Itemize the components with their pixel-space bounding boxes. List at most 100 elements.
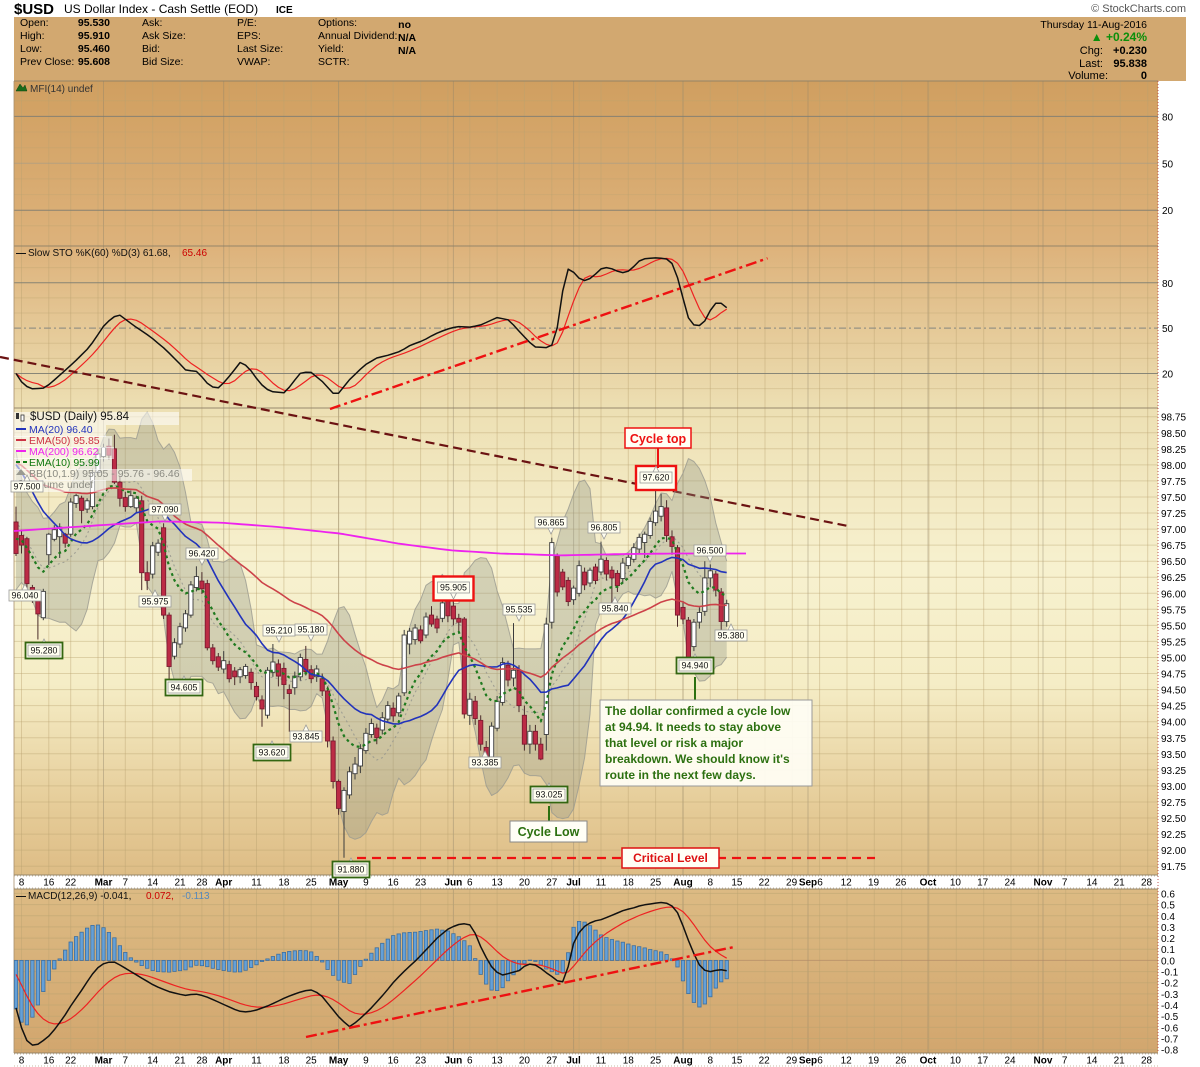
svg-text:Jun: Jun: [445, 878, 463, 889]
svg-text:High:: High:: [20, 30, 45, 42]
svg-text:—: —: [16, 891, 26, 902]
svg-text:16: 16: [43, 1056, 55, 1067]
svg-text:Mar: Mar: [95, 878, 113, 889]
svg-text:20: 20: [519, 1056, 531, 1067]
svg-text:93.00: 93.00: [1161, 782, 1186, 793]
svg-text:22: 22: [759, 878, 771, 889]
svg-text:Jun: Jun: [445, 1056, 463, 1067]
svg-text:Apr: Apr: [215, 878, 232, 889]
svg-text:28: 28: [1141, 878, 1153, 889]
svg-text:96.420: 96.420: [189, 549, 216, 559]
svg-text:-0.7: -0.7: [1161, 1035, 1179, 1046]
svg-text:94.25: 94.25: [1161, 702, 1186, 713]
svg-text:MACD(12,26,9) -0.041,: MACD(12,26,9) -0.041,: [28, 891, 131, 902]
svg-text:22: 22: [759, 1056, 771, 1067]
svg-text:VWAP:: VWAP:: [237, 56, 270, 68]
svg-text:N/A: N/A: [398, 45, 417, 57]
svg-text:96.50: 96.50: [1161, 557, 1186, 568]
svg-text:Thursday 11-Aug-2016: Thursday 11-Aug-2016: [1040, 19, 1147, 31]
svg-text:10: 10: [950, 1056, 962, 1067]
svg-text:SCTR:: SCTR:: [318, 56, 350, 68]
svg-text:20: 20: [1162, 206, 1174, 217]
svg-text:7: 7: [123, 878, 129, 889]
svg-text:—: —: [16, 248, 26, 259]
svg-text:-0.113: -0.113: [182, 891, 210, 902]
svg-text:Yield:: Yield:: [318, 43, 344, 55]
svg-text:0.1: 0.1: [1161, 945, 1175, 956]
svg-text:93.50: 93.50: [1161, 750, 1186, 761]
svg-text:96.040: 96.040: [12, 591, 39, 601]
svg-text:11: 11: [251, 1056, 262, 1067]
svg-text:Critical Level: Critical Level: [633, 851, 708, 865]
svg-text:95.00: 95.00: [1161, 654, 1186, 665]
svg-text:9: 9: [363, 878, 369, 889]
svg-text:9: 9: [363, 1056, 369, 1067]
svg-text:96.00: 96.00: [1161, 589, 1186, 600]
svg-text:0.3: 0.3: [1161, 923, 1175, 934]
svg-text:no: no: [398, 19, 411, 31]
svg-text:Mar: Mar: [95, 1056, 113, 1067]
svg-text:25: 25: [650, 878, 662, 889]
svg-text:6: 6: [817, 1056, 823, 1067]
svg-text:7: 7: [1062, 1056, 1068, 1067]
svg-text:Aug: Aug: [673, 1056, 692, 1067]
svg-text:24: 24: [1004, 878, 1016, 889]
svg-text:7: 7: [1062, 878, 1068, 889]
svg-text:Ask:: Ask:: [142, 17, 162, 29]
svg-text:92.75: 92.75: [1161, 798, 1186, 809]
svg-text:95.535: 95.535: [506, 605, 533, 615]
svg-text:16: 16: [388, 878, 400, 889]
svg-text:94.50: 94.50: [1161, 686, 1186, 697]
svg-text:95.840: 95.840: [602, 604, 629, 614]
svg-text:0: 0: [1141, 70, 1147, 82]
svg-text:Oct: Oct: [920, 1056, 937, 1067]
svg-text:Last:: Last:: [1079, 58, 1103, 70]
svg-text:8: 8: [19, 1056, 25, 1067]
svg-text:91.75: 91.75: [1161, 862, 1186, 873]
svg-text:EPS:: EPS:: [237, 30, 261, 42]
svg-text:18: 18: [623, 1056, 635, 1067]
svg-text:95.905: 95.905: [440, 583, 467, 593]
svg-text:N/A: N/A: [398, 32, 417, 44]
svg-text:96.865: 96.865: [538, 518, 565, 528]
svg-text:97.50: 97.50: [1161, 493, 1186, 504]
svg-text:0.4: 0.4: [1161, 912, 1175, 923]
svg-text:© StockCharts.com: © StockCharts.com: [1091, 3, 1186, 15]
svg-text:96.75: 96.75: [1161, 541, 1186, 552]
svg-text:29: 29: [786, 1056, 798, 1067]
svg-text:May: May: [329, 1056, 349, 1067]
svg-text:18: 18: [278, 878, 290, 889]
svg-text:0.5: 0.5: [1161, 901, 1175, 912]
svg-text:95.210: 95.210: [266, 626, 293, 636]
svg-text:19: 19: [868, 1056, 880, 1067]
svg-text:Prev Close:: Prev Close:: [20, 56, 74, 68]
svg-text:10: 10: [950, 878, 962, 889]
svg-text:20: 20: [519, 878, 531, 889]
svg-text:21: 21: [1114, 1056, 1126, 1067]
svg-text:18: 18: [623, 878, 635, 889]
svg-text:-0.1: -0.1: [1161, 968, 1179, 979]
svg-text:8: 8: [708, 1056, 714, 1067]
svg-text:80: 80: [1162, 112, 1174, 123]
svg-text:95.280: 95.280: [31, 646, 58, 656]
svg-text:11: 11: [596, 878, 607, 889]
svg-text:26: 26: [895, 1056, 907, 1067]
svg-text:6: 6: [817, 878, 823, 889]
svg-text:98.25: 98.25: [1161, 445, 1186, 456]
svg-text:6: 6: [467, 878, 473, 889]
svg-text:Sep: Sep: [799, 878, 817, 889]
svg-text:94.00: 94.00: [1161, 718, 1186, 729]
svg-text:Low:: Low:: [20, 43, 42, 55]
svg-text:12: 12: [841, 878, 853, 889]
svg-text:92.25: 92.25: [1161, 830, 1186, 841]
svg-text:93.385: 93.385: [472, 758, 499, 768]
svg-text:25: 25: [306, 878, 318, 889]
svg-text:28: 28: [196, 1056, 208, 1067]
svg-text:97.500: 97.500: [14, 482, 41, 492]
svg-text:Bid Size:: Bid Size:: [142, 56, 183, 68]
svg-text:19: 19: [868, 878, 880, 889]
svg-text:7: 7: [123, 1056, 129, 1067]
svg-text:that level or risk a major: that level or risk a major: [605, 736, 743, 750]
svg-text:15: 15: [731, 878, 743, 889]
svg-text:17: 17: [977, 1056, 989, 1067]
